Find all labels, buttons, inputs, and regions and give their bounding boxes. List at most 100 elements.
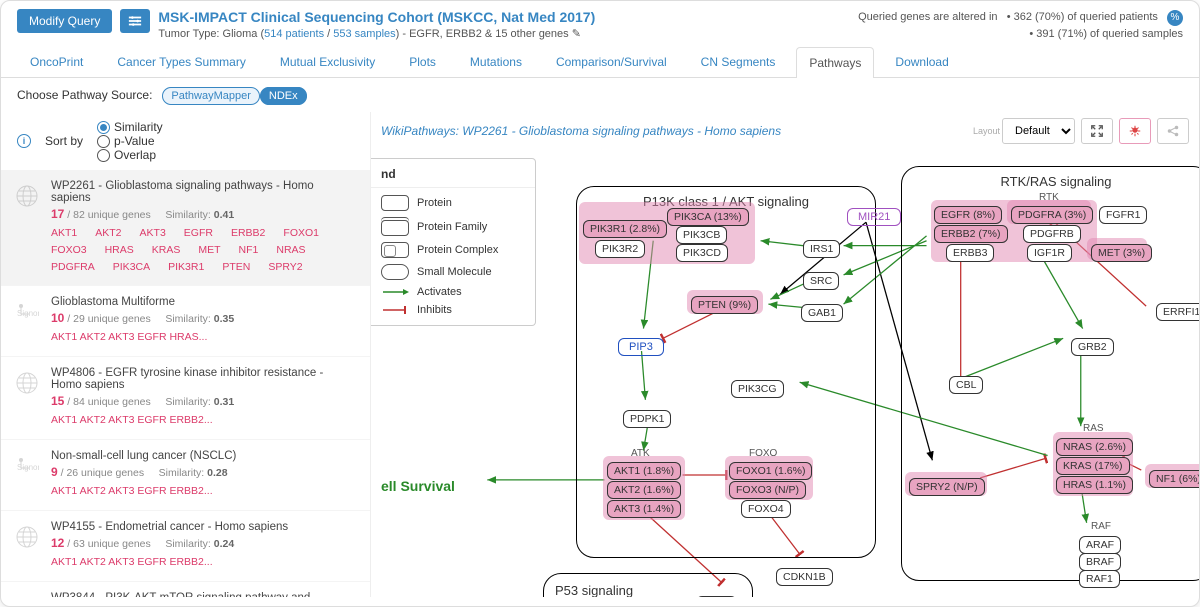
gene-pten[interactable]: PTEN (9%) <box>691 296 758 314</box>
region-label-rtk: RTK/RAS signaling <box>901 174 1199 189</box>
gene-foxo3[interactable]: FOXO3 (N/P) <box>729 481 806 499</box>
pathway-item[interactable]: WP2261 - Glioblastoma signaling pathways… <box>1 170 370 286</box>
survival-label: ell Survival <box>381 478 455 494</box>
sort-option-overlap[interactable]: Overlap <box>97 148 163 162</box>
pathway-item[interactable]: Signor Glioblastoma Multiforme 10 / 29 uni… <box>1 286 370 357</box>
settings-icon-button[interactable] <box>120 9 150 33</box>
patient-count: 514 <box>264 28 282 40</box>
pathway-title: WP3844 - PI3K-AKT-mTOR signaling pathway… <box>51 592 354 597</box>
modify-query-button[interactable]: Modify Query <box>17 9 112 33</box>
wiki-icon <box>15 371 39 395</box>
fit-icon[interactable] <box>1081 118 1113 144</box>
tab-cancer-types-summary[interactable]: Cancer Types Summary <box>104 46 259 77</box>
pathway-canvas[interactable]: nd Protein Protein Family Protein Comple… <box>371 148 1199 597</box>
gene-nf1[interactable]: NF1 (6%) <box>1149 470 1199 488</box>
node-mir21[interactable]: MIR21 <box>847 208 901 226</box>
tab-plots[interactable]: Plots <box>396 46 449 77</box>
gene-braf[interactable]: BRAF <box>1079 553 1121 571</box>
gene-foxo4[interactable]: FOXO4 <box>741 500 791 518</box>
legend-title: nd <box>371 165 535 188</box>
study-info: MSK-IMPACT Clinical Sequencing Cohort (M… <box>158 9 595 40</box>
tab-download[interactable]: Download <box>882 46 961 77</box>
gene-pdgfra[interactable]: PDGFRA (3%) <box>1011 206 1093 224</box>
gene-igf1r[interactable]: IGF1R <box>1027 244 1072 262</box>
pathway-genes: AKT1 AKT2 AKT3 EGFR ERBB2... <box>51 483 354 500</box>
pathway-title: Glioblastoma Multiforme <box>51 296 354 308</box>
legend-protein: Protein <box>371 192 535 214</box>
gene-src[interactable]: SRC <box>803 272 839 290</box>
gene-hras[interactable]: HRAS (1.1%) <box>1056 476 1133 494</box>
gene-gab1[interactable]: GAB1 <box>801 304 843 322</box>
gene-pdgfrb[interactable]: PDGFRB <box>1023 225 1081 243</box>
tab-comparison-survival[interactable]: Comparison/Survival <box>543 46 680 77</box>
gene-pik3ca[interactable]: PIK3CA (13%) <box>667 208 749 226</box>
share-icon[interactable] <box>1157 118 1189 144</box>
content-header: WikiPathways: WP2261 - Glioblastoma sign… <box>371 112 1199 151</box>
gene-erbb3[interactable]: ERBB3 <box>946 244 994 262</box>
source-pill-ndex[interactable]: NDEx <box>260 87 307 105</box>
pathway-stats: 15 / 84 unique genes Similarity: 0.31 <box>51 394 354 408</box>
legend-family: Protein Family <box>371 214 535 239</box>
wiki-icon <box>15 525 39 549</box>
gene-met[interactable]: MET (3%) <box>1091 244 1152 262</box>
highlight-icon[interactable] <box>1119 118 1151 144</box>
gene-cdkn1b[interactable]: CDKN1B <box>776 568 833 586</box>
pathway-stats: 17 / 82 unique genes Similarity: 0.41 <box>51 207 354 221</box>
tab-pathways[interactable]: Pathways <box>796 47 874 78</box>
tab-mutations[interactable]: Mutations <box>457 46 535 77</box>
pathway-item[interactable]: WP4155 - Endometrial cancer - Homo sapie… <box>1 511 370 582</box>
legend-panel: nd Protein Protein Family Protein Comple… <box>371 158 536 326</box>
main-tabs: OncoPrint Cancer Types Summary Mutual Excl… <box>1 46 1199 78</box>
gene-irs1[interactable]: IRS1 <box>803 240 840 258</box>
gene-tsc1[interactable]: TSC1 <box>696 596 737 597</box>
gene-foxo1[interactable]: FOXO1 (1.6%) <box>729 462 812 480</box>
gene-akt2[interactable]: AKT2 (1.6%) <box>607 481 681 499</box>
gene-pik3r1[interactable]: PIK3R1 (2.8%) <box>583 220 667 238</box>
wiki-icon <box>15 184 39 208</box>
gene-spry2[interactable]: SPRY2 (N/P) <box>909 478 985 496</box>
gene-fgfr1[interactable]: FGFR1 <box>1099 206 1147 224</box>
pathway-stats: 12 / 63 unique genes Similarity: 0.24 <box>51 536 354 550</box>
link-icon[interactable]: % <box>1167 10 1183 26</box>
tab-oncoprint[interactable]: OncoPrint <box>17 46 96 77</box>
gene-kras[interactable]: KRAS (17%) <box>1056 457 1130 475</box>
diagram-panel: WikiPathways: WP2261 - Glioblastoma sign… <box>371 112 1199 597</box>
gene-pik3cb[interactable]: PIK3CB <box>676 226 727 244</box>
source-pill-pathwaymapper[interactable]: PathwayMapper <box>162 87 260 105</box>
sort-label: Sort by <box>45 134 83 148</box>
pathway-source-row: Choose Pathway Source: PathwayMapperNDEx <box>1 78 1199 112</box>
gene-pik3cd[interactable]: PIK3CD <box>676 244 728 262</box>
pathway-item[interactable]: WP3844 - PI3K-AKT-mTOR signaling pathway… <box>1 582 370 597</box>
info-icon[interactable]: i <box>17 134 31 148</box>
tab-mutual-exclusivity[interactable]: Mutual Exclusivity <box>267 46 388 77</box>
layout-select[interactable]: Default <box>1002 118 1075 144</box>
header-left: Modify Query MSK-IMPACT Clinical Sequenc… <box>17 9 595 40</box>
tab-cn-segments[interactable]: CN Segments <box>688 46 789 77</box>
pathway-title: WP2261 - Glioblastoma signaling pathways… <box>51 180 354 204</box>
node-pip3[interactable]: PIP3 <box>618 338 664 356</box>
gene-grb2[interactable]: GRB2 <box>1071 338 1114 356</box>
study-subtitle: Tumor Type: Glioma (514 patients / 553 s… <box>158 27 595 40</box>
pathway-genes: AKT1 AKT2 AKT3 EGFR ERBB2... <box>51 554 354 571</box>
gene-egfr[interactable]: EGFR (8%) <box>934 206 1002 224</box>
gene-akt3[interactable]: AKT3 (1.4%) <box>607 500 681 518</box>
signor-icon: Signor <box>15 300 39 324</box>
gene-cbl[interactable]: CBL <box>949 376 983 394</box>
gene-nras[interactable]: NRAS (2.6%) <box>1056 438 1133 456</box>
gene-raf1[interactable]: RAF1 <box>1079 570 1120 588</box>
header: Modify Query MSK-IMPACT Clinical Sequenc… <box>1 1 1199 46</box>
study-title[interactable]: MSK-IMPACT Clinical Sequencing Cohort (M… <box>158 9 595 25</box>
gene-akt1[interactable]: AKT1 (1.8%) <box>607 462 681 480</box>
gene-araf[interactable]: ARAF <box>1079 536 1121 554</box>
gene-errfi1[interactable]: ERRFI1 <box>1156 303 1199 321</box>
gene-pdpk1[interactable]: PDPK1 <box>623 410 671 428</box>
pathway-stats: 10 / 29 unique genes Similarity: 0.35 <box>51 311 354 325</box>
gene-erbb2[interactable]: ERBB2 (7%) <box>934 225 1008 243</box>
pathway-item[interactable]: WP4806 - EGFR tyrosine kinase inhibitor … <box>1 357 370 440</box>
pathway-item[interactable]: SignorNon-small-cell lung cancer (NSCLC)… <box>1 440 370 511</box>
sort-option-p-value[interactable]: p-Value <box>97 134 163 148</box>
gene-pik3r2[interactable]: PIK3R2 <box>595 240 645 258</box>
sort-option-similarity[interactable]: Similarity <box>97 120 163 134</box>
layout-label: Layout <box>973 126 1000 136</box>
gene-pik3cg[interactable]: PIK3CG <box>731 380 784 398</box>
